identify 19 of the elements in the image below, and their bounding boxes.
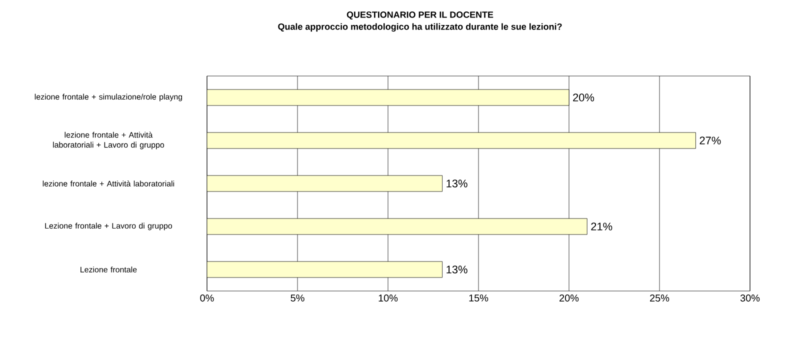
data-label: 13% — [446, 266, 468, 274]
data-label: 27% — [700, 136, 721, 144]
x-tick-label: 25% — [650, 294, 670, 302]
chart-subtitle: Quale approccio metodologico ha utilizzato durante le sue lezioni? — [278, 23, 562, 32]
x-tick-label: 5% — [290, 294, 304, 302]
x-tick-label: 20% — [560, 294, 579, 302]
bar — [207, 132, 696, 149]
data-label: 13% — [446, 180, 468, 188]
x-tick-label: 0% — [200, 294, 214, 302]
bar — [207, 218, 588, 235]
x-tick-label: 15% — [469, 294, 488, 302]
data-label: 20% — [573, 94, 594, 102]
bar — [207, 261, 443, 278]
x-tick-label: 30% — [740, 294, 760, 302]
data-label: 21% — [591, 222, 612, 230]
x-tick-label: 10% — [378, 294, 398, 302]
chart-title: QUESTIONARIO PER IL DOCENTE — [346, 12, 494, 20]
bar — [207, 89, 570, 106]
bar — [207, 175, 443, 192]
